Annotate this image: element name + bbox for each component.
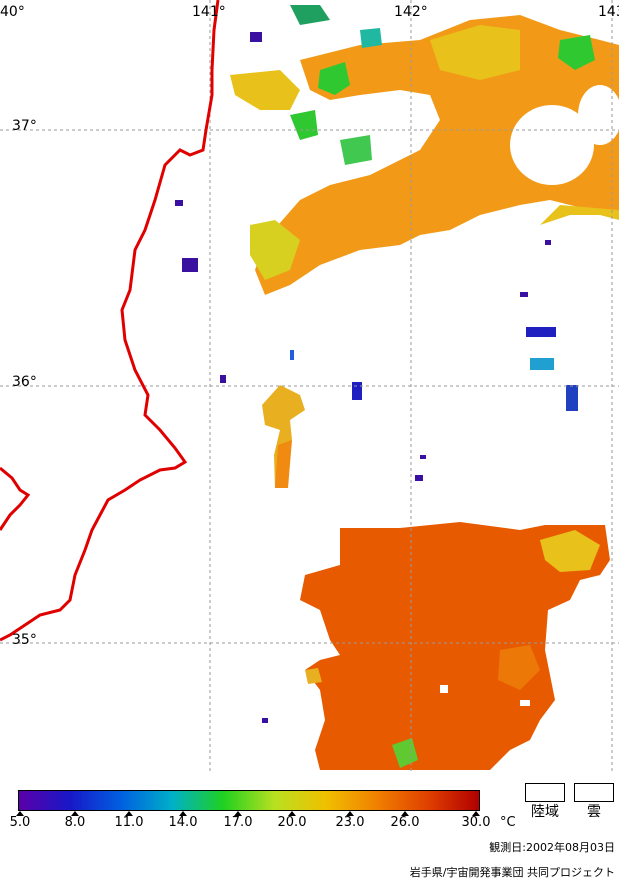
scale-tick-mark [472,811,480,816]
land-legend-box [525,783,565,802]
scale-tick-label: 8.0 [64,815,86,830]
sst-cold-spots [175,32,578,723]
scale-tick-label: 11.0 [114,815,144,830]
lat-label-36: 36° [12,374,37,390]
lon-label-140: 40° [0,4,25,20]
land-legend-label: 陸域 [531,804,559,820]
coastline-bay [0,466,31,531]
scale-unit: °C [500,815,516,830]
cloud-legend-box [574,783,614,802]
scale-tick-mark [179,811,187,816]
lon-label-142: 142° [394,4,428,20]
scale-tick-mark [401,811,409,816]
lon-label-143: 143° [598,4,619,20]
credit-line: 岩手県/宇宙開発事業団 共同プロジェクト [409,866,615,879]
lat-label-37: 37° [12,118,37,134]
scale-tick-label: 30.0 [461,815,491,830]
lat-label-35: 35° [12,632,37,648]
sst-region-south [300,522,610,770]
scale-tick-label: 20.0 [277,815,307,830]
scale-tick-label: 26.0 [390,815,420,830]
sst-region-center [262,385,305,488]
cloud-blotches [440,595,586,706]
scale-tick-label: 17.0 [223,815,253,830]
lon-label-141: 141° [192,4,226,20]
scale-tick-mark [71,811,79,816]
coastline [0,0,220,642]
scale-tick-label: 23.0 [335,815,365,830]
sst-map [0,0,619,772]
observation-date: 観測日:2002年08月03日 [489,841,615,854]
scale-tick-mark [288,811,296,816]
scale-tick-label: 5.0 [9,815,31,830]
temperature-color-scale [18,790,480,811]
scale-tick-mark [125,811,133,816]
cloud-legend-label: 雲 [587,804,601,820]
sst-region-north [230,5,619,295]
scale-tick-mark [234,811,242,816]
scale-tick-mark [16,811,24,816]
scale-tick-mark [346,811,354,816]
graticule [0,0,619,772]
scale-tick-label: 14.0 [168,815,198,830]
